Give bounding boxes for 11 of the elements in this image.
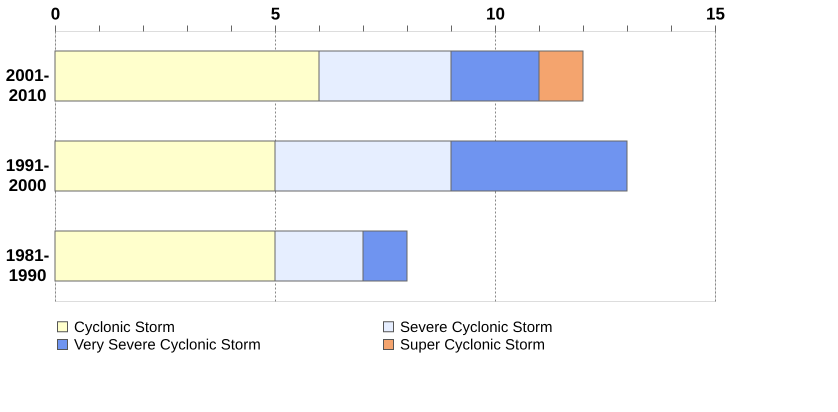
legend-label: Super Cyclonic Storm xyxy=(400,336,546,354)
x-tick-label: 10 xyxy=(486,4,505,24)
legend-label: Severe Cyclonic Storm xyxy=(400,318,553,336)
x-tick-label: 5 xyxy=(270,4,280,24)
y-tick-label: 2001- 2010 xyxy=(6,66,50,105)
x-tick-label: 15 xyxy=(706,4,725,24)
legend-label: Very Severe Cyclonic Storm xyxy=(74,336,261,354)
x-tick-label: 0 xyxy=(50,4,60,24)
y-tick-label: 1981- 1990 xyxy=(6,246,50,285)
legend-label: Cyclonic Storm xyxy=(74,318,175,336)
y-tick-label: 1991- 2000 xyxy=(6,156,50,195)
